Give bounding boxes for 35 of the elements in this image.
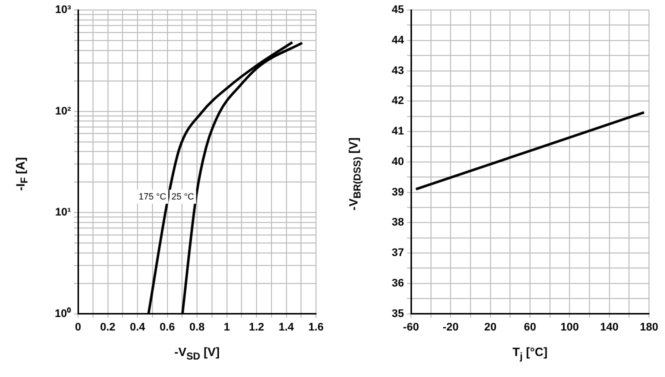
x-tick-label: 0.8 xyxy=(189,321,205,334)
y-tick-label: 42 xyxy=(392,95,404,108)
y-tick-label: 44 xyxy=(392,34,405,46)
x-axis-title: -V$_{SD}$ [V] xyxy=(174,345,220,362)
x-tick-label: 1.4 xyxy=(278,321,295,334)
y-tick-label: 37 xyxy=(392,247,404,260)
x-tick-label: 0.6 xyxy=(160,321,175,334)
y-tick-label: 39 xyxy=(392,186,404,198)
x-tick-label: 0.2 xyxy=(100,321,116,334)
x-tick-label: 1 xyxy=(224,321,230,334)
y-tick-label: 43 xyxy=(392,64,404,77)
y-tick-label: 40 xyxy=(392,156,404,168)
y-tick-label: 36 xyxy=(392,277,404,290)
series-label: 175 °C xyxy=(138,191,167,202)
x-tick-label: 0.4 xyxy=(130,321,146,334)
x-tick-label: -60 xyxy=(403,321,419,334)
y-tick-label: 38 xyxy=(392,216,404,229)
x-tick-label: -20 xyxy=(442,321,459,334)
y-tick-label: 10⁰ xyxy=(54,306,71,320)
x-axis-title: T$_{j}$ [°C] xyxy=(512,345,548,362)
x-tick-label: 180 xyxy=(640,321,658,334)
x-tick-label: 140 xyxy=(600,321,619,334)
x-tick-label: 60 xyxy=(524,321,536,334)
x-tick-label: 0 xyxy=(74,321,82,334)
series-label: 25 °C xyxy=(171,191,195,202)
x-tick-label: 20 xyxy=(484,321,496,334)
y-tick-label: 10² xyxy=(55,105,72,118)
y-tick-label: 10¹ xyxy=(55,206,72,219)
x-tick-label: 1.2 xyxy=(248,321,264,334)
x-tick-label: 1.6 xyxy=(308,321,324,334)
y-tick-label: 41 xyxy=(392,126,404,138)
x-tick-label: 100 xyxy=(560,321,579,334)
y-tick-label: 35 xyxy=(392,308,404,320)
y-tick-label: 10³ xyxy=(55,4,72,16)
y-tick-label: 45 xyxy=(392,4,404,16)
